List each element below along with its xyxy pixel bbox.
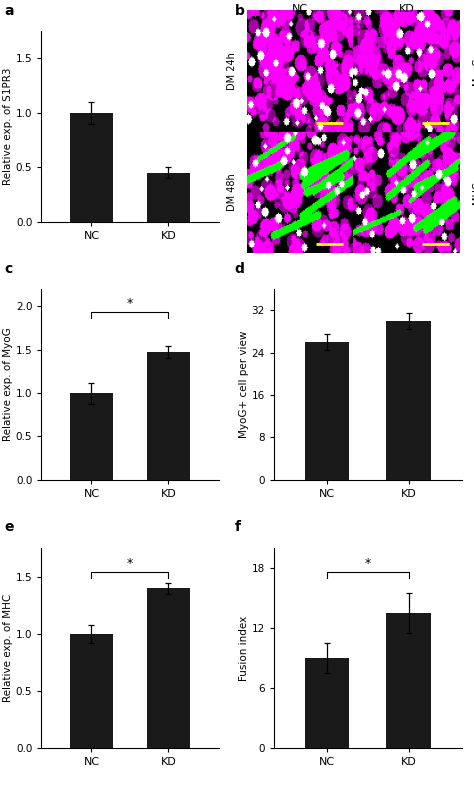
Text: f: f: [235, 520, 241, 534]
Bar: [386, 613, 431, 748]
Bar: [147, 352, 190, 480]
Y-axis label: Fusion index: Fusion index: [239, 615, 249, 681]
Bar: [147, 589, 190, 748]
Text: *: *: [127, 557, 133, 571]
Text: e: e: [5, 520, 14, 534]
Text: KD: KD: [399, 4, 414, 14]
Bar: [147, 173, 190, 222]
Text: MHC: MHC: [472, 181, 474, 204]
Y-axis label: MyoG+ cell per view: MyoG+ cell per view: [239, 331, 249, 438]
Text: MyoG: MyoG: [472, 57, 474, 85]
Text: b: b: [235, 4, 245, 18]
Text: NC: NC: [292, 4, 308, 14]
Text: d: d: [235, 262, 245, 276]
Text: a: a: [5, 4, 14, 18]
Bar: [305, 659, 349, 748]
Text: DM 24h: DM 24h: [228, 52, 237, 90]
Y-axis label: Relative exp. of S1PR3: Relative exp. of S1PR3: [3, 68, 13, 185]
Y-axis label: Relative exp. of MyoG: Relative exp. of MyoG: [3, 328, 13, 441]
Text: c: c: [5, 262, 13, 276]
Bar: [305, 342, 349, 480]
Bar: [70, 112, 113, 222]
Bar: [386, 321, 431, 480]
Text: *: *: [365, 557, 371, 571]
Text: DM 48h: DM 48h: [228, 174, 237, 211]
Y-axis label: Relative exp. of MHC: Relative exp. of MHC: [3, 594, 13, 703]
Text: *: *: [127, 297, 133, 310]
Bar: [70, 634, 113, 748]
Bar: [70, 393, 113, 480]
